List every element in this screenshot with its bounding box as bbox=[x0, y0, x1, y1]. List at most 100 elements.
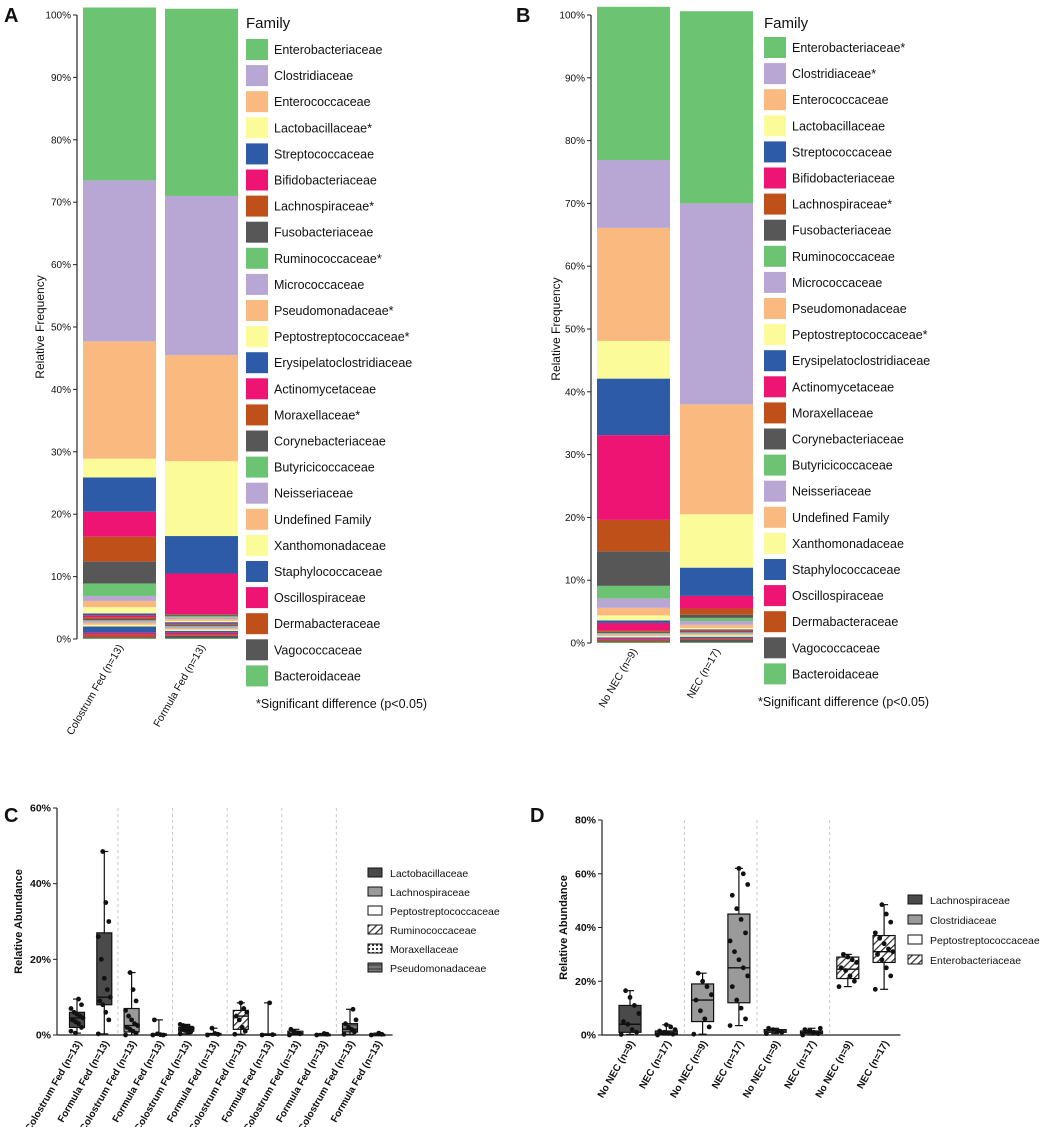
panel-d: D 0% 20% 40% 60% 80% Relative Abundance No NEC … bbox=[530, 805, 1040, 1100]
legend-label: Enterococcaceae bbox=[792, 93, 889, 107]
data-point bbox=[872, 986, 878, 992]
box-iqr bbox=[690, 983, 715, 1023]
bar-segment bbox=[165, 629, 238, 631]
data-point bbox=[847, 973, 853, 979]
data-point bbox=[179, 1026, 185, 1032]
y-tick-label: 0% bbox=[571, 639, 586, 650]
bar-segment bbox=[165, 624, 238, 626]
x-tick-label: Formula Fed (n=13) bbox=[329, 1039, 385, 1125]
data-point bbox=[770, 1027, 776, 1033]
legend-label: Bifidobacteriaceae bbox=[792, 172, 895, 186]
data-point bbox=[244, 1009, 250, 1015]
data-point bbox=[353, 1017, 359, 1023]
y-tick-label: 20% bbox=[565, 513, 585, 524]
data-point bbox=[881, 941, 887, 947]
legend-swatch bbox=[764, 585, 786, 607]
x-tick-label: Formula Fed (n=13) bbox=[165, 1039, 221, 1125]
legend-label: Undefined Family bbox=[792, 511, 890, 525]
data-point bbox=[627, 994, 633, 1000]
data-point bbox=[126, 1013, 131, 1019]
data-point bbox=[376, 1030, 382, 1036]
bar-segment bbox=[680, 627, 753, 630]
legend-swatch bbox=[764, 350, 786, 372]
footnote: *Significant difference (p<0.05) bbox=[758, 695, 929, 709]
legend-swatch bbox=[764, 454, 786, 476]
data-point bbox=[98, 956, 104, 962]
legend-label: Neisseriaceae bbox=[792, 485, 871, 499]
bar-segment bbox=[165, 461, 238, 537]
bar-segment bbox=[680, 608, 753, 615]
legend-label: Corynebacteriaceae bbox=[792, 433, 904, 447]
y-tick-label: 40% bbox=[565, 387, 585, 398]
legend-swatch bbox=[367, 886, 383, 897]
bar-segment bbox=[165, 626, 238, 629]
bar-segment bbox=[680, 635, 753, 637]
legend-label: Dermabacteraceae bbox=[792, 615, 898, 629]
x-tick-label: No NEC (n=9) bbox=[741, 1039, 783, 1100]
y-tick-label: 100% bbox=[559, 11, 585, 22]
data-point bbox=[350, 1006, 356, 1012]
bar-segment bbox=[83, 595, 156, 601]
legend-swatch bbox=[907, 894, 923, 905]
legend-swatch bbox=[764, 428, 786, 450]
data-point bbox=[95, 934, 101, 940]
legend-swatch bbox=[764, 245, 786, 267]
data-point bbox=[238, 1000, 244, 1006]
data-point bbox=[727, 1023, 733, 1028]
data-point bbox=[843, 968, 848, 973]
bar-segment bbox=[680, 630, 753, 632]
data-point bbox=[815, 1031, 821, 1037]
legend-label: Pseudomonadaceae bbox=[390, 963, 486, 975]
x-tick-label: NEC (n=17) bbox=[638, 1039, 674, 1091]
data-point bbox=[854, 960, 859, 965]
legend-swatch bbox=[764, 298, 786, 319]
data-point bbox=[841, 951, 846, 957]
legend-label: Enterococcaceae bbox=[274, 95, 371, 109]
y-tick-label: 40% bbox=[51, 385, 71, 396]
bar-segment bbox=[680, 614, 753, 618]
legend-swatch bbox=[764, 324, 786, 346]
bar-segment bbox=[83, 622, 156, 625]
legend-label: Micrococcaceae bbox=[274, 278, 364, 292]
y-tick-label: 0% bbox=[36, 1030, 52, 1042]
legend-label: Moraxellaceae bbox=[390, 944, 458, 956]
data-point bbox=[242, 1028, 248, 1034]
legend-swatch bbox=[246, 117, 268, 139]
data-point bbox=[811, 1029, 817, 1035]
bar-segment bbox=[597, 598, 670, 608]
legend-label: Micrococcaceae bbox=[792, 276, 882, 290]
data-point bbox=[346, 1025, 351, 1030]
data-point bbox=[836, 984, 842, 990]
data-point bbox=[103, 900, 109, 905]
bar-segment bbox=[165, 536, 238, 574]
data-point bbox=[127, 970, 133, 975]
legend-label: Xanthomonadaceae bbox=[792, 537, 904, 551]
x-tick-label: Formula Fed (n=13) bbox=[220, 1039, 276, 1125]
bar-segment bbox=[597, 634, 670, 637]
legend-label: Peptostreptococcaceae bbox=[930, 935, 1040, 947]
legend-label: Ruminococcaceae* bbox=[274, 252, 382, 266]
legend-swatch bbox=[246, 456, 268, 478]
legend-swatch bbox=[764, 219, 786, 241]
x-tick-label: Formula Fed (n=13) bbox=[111, 1039, 167, 1125]
data-point bbox=[79, 1025, 84, 1030]
legend-swatch bbox=[367, 867, 383, 878]
data-point bbox=[123, 1008, 128, 1013]
bar-segment bbox=[165, 614, 238, 615]
data-point bbox=[68, 1006, 74, 1011]
bar-segment bbox=[680, 632, 753, 635]
y-tick-label: 50% bbox=[51, 323, 71, 334]
data-point bbox=[76, 996, 81, 1002]
legend-swatch bbox=[246, 378, 268, 400]
legend-swatch bbox=[246, 143, 268, 165]
legend-label: Fusobacteriaceae bbox=[792, 224, 891, 238]
legend-label: Xanthomonadaceae bbox=[274, 539, 386, 553]
legend-label: Lactobacillaceae bbox=[792, 119, 885, 133]
bar-segment bbox=[597, 632, 670, 634]
panel-letter: C bbox=[4, 805, 18, 827]
data-point bbox=[886, 946, 891, 952]
legend-swatch bbox=[764, 193, 786, 215]
data-point bbox=[232, 1031, 238, 1037]
legend-swatch bbox=[907, 954, 923, 965]
data-point bbox=[155, 1031, 160, 1037]
